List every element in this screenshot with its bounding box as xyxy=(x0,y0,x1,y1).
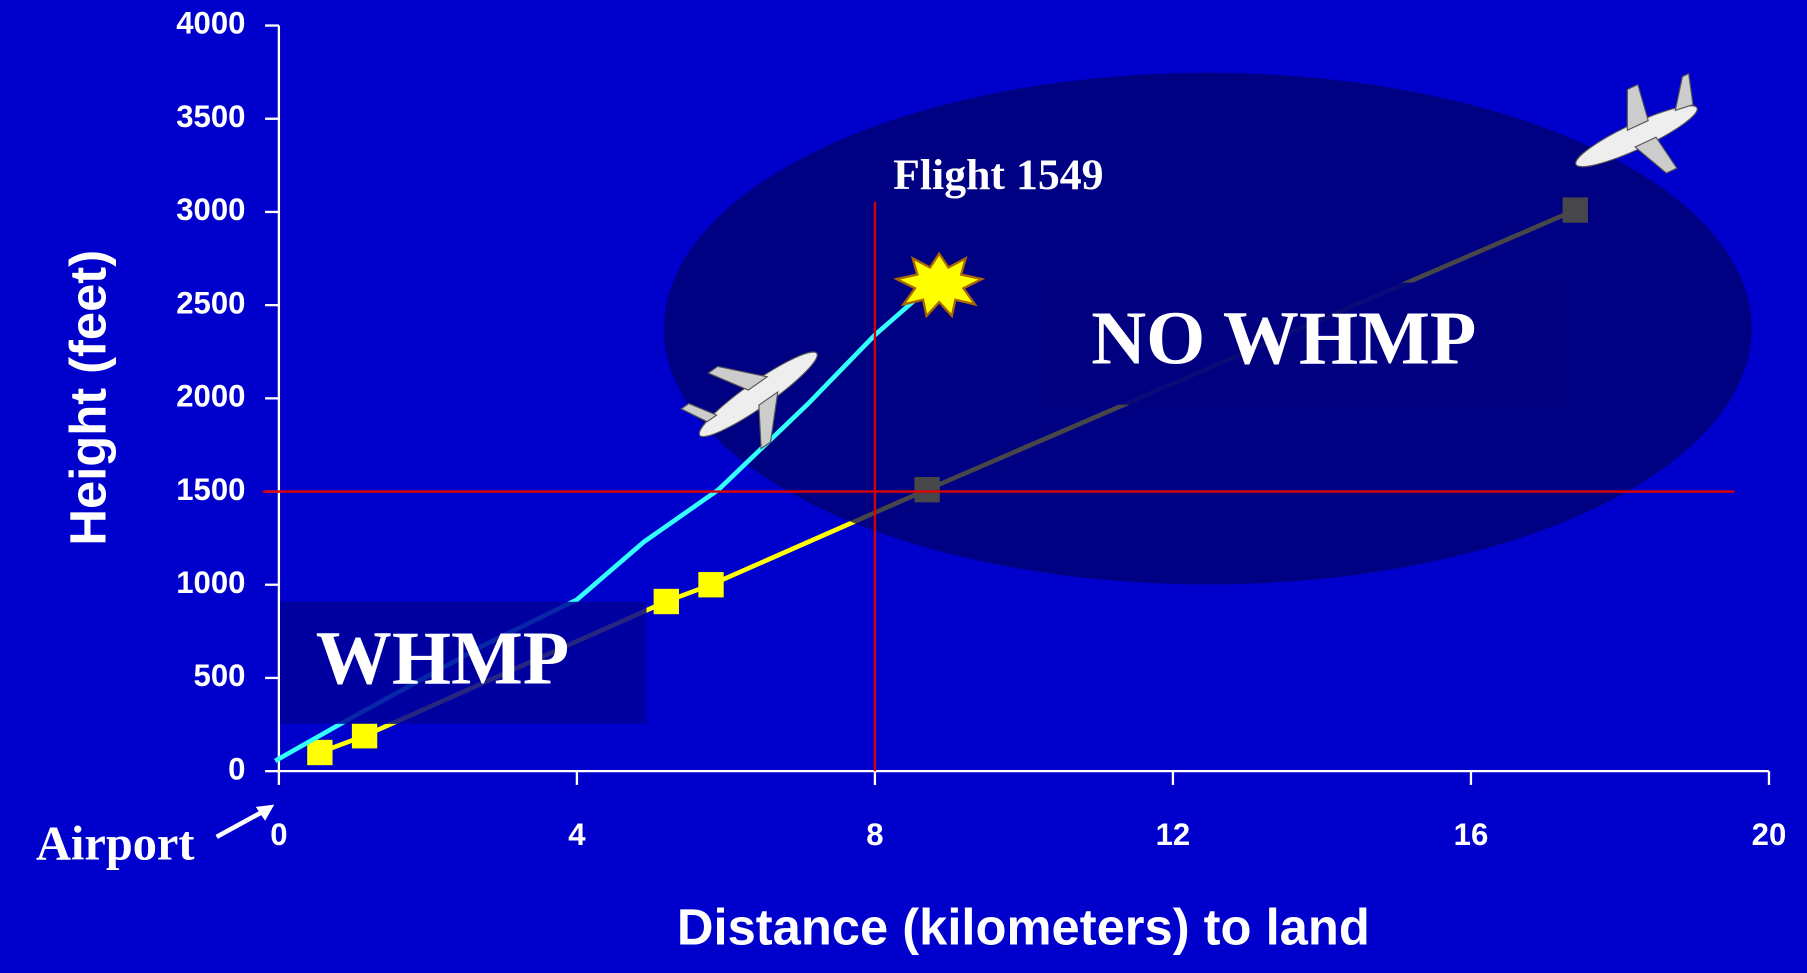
y-tick-label: 0 xyxy=(228,751,245,786)
x-tick-label: 16 xyxy=(1454,817,1489,852)
annotation: WHMP xyxy=(316,617,569,701)
y-tick-label: 3500 xyxy=(176,99,245,134)
x-tick-label: 8 xyxy=(866,817,883,852)
x-tick-label: 0 xyxy=(270,817,287,852)
data-marker xyxy=(307,740,332,765)
page: 0 500 1000 1500 2000 2500 3000 3500 4000 0 4 8 12 16 2… xyxy=(0,0,1807,973)
annotation: NO WHMP xyxy=(1091,296,1476,380)
y-tick-label: 4000 xyxy=(176,6,245,41)
y-tick-label: 2500 xyxy=(176,285,245,320)
y-tick-label: 2000 xyxy=(176,379,245,414)
y-tick-label: 1500 xyxy=(176,472,245,507)
x-axis-title: Distance (kilometers) to land xyxy=(677,899,1370,956)
data-marker xyxy=(698,572,723,597)
y-tick-label: 3000 xyxy=(176,192,245,227)
annotation: Airport xyxy=(36,817,195,870)
x-tick-label: 20 xyxy=(1752,817,1787,852)
y-tick-label: 500 xyxy=(194,658,246,693)
annotation: Flight 1549 xyxy=(893,151,1103,199)
y-axis-title: Height (feet) xyxy=(60,250,117,546)
y-tick-label: 1000 xyxy=(176,565,245,600)
data-marker xyxy=(654,589,679,614)
x-tick-label: 12 xyxy=(1156,817,1191,852)
x-tick-label: 4 xyxy=(568,817,586,852)
chart: 0 500 1000 1500 2000 2500 3000 3500 4000 0 4 8 12 16 2… xyxy=(0,0,1807,973)
data-marker xyxy=(352,723,377,748)
